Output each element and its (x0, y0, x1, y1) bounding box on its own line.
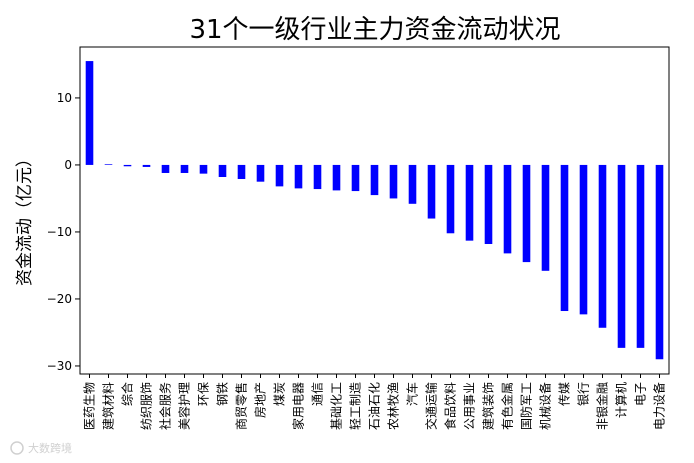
bar-传媒 (560, 164, 569, 312)
bar-煤炭 (275, 164, 284, 187)
watermark-text: 大数跨境 (28, 441, 72, 455)
bar-建筑材料 (104, 164, 113, 165)
y-tick-label: 0 (64, 158, 72, 172)
bar-银行 (579, 164, 588, 315)
bar-农林牧渔 (389, 164, 398, 199)
x-category-label: 环保 (197, 382, 211, 406)
chart-title: 31个一级行业主力资金流动状况 (189, 15, 560, 45)
bars-group (85, 61, 664, 360)
bar-计算机 (617, 164, 626, 348)
x-category-labels: 医药生物 建筑材料 综合 纺织服饰 社会服务 美容护理 环保 钢铁 商贸零售 房地产 煤炭 家用电器通… (83, 374, 667, 430)
x-category-label: 家用电器 (291, 382, 306, 430)
bar-基础化工 (332, 164, 341, 191)
bar-通信 (313, 164, 322, 190)
bar-机械设备 (541, 164, 550, 271)
bar-石油石化 (370, 164, 379, 196)
watermark-logo-icon (10, 441, 24, 455)
plot-frame (79, 46, 670, 375)
bar-纺织服饰 (142, 164, 151, 167)
bar-食品饮料 (446, 164, 455, 234)
x-category-label: 商贸零售 (234, 382, 249, 430)
x-category-label: 钢铁 (216, 382, 230, 406)
x-category-label: 通信 (311, 382, 325, 406)
x-category-label: 建筑材料 (101, 382, 116, 430)
bar-交通运输 (427, 164, 436, 219)
bar-环保 (199, 164, 208, 174)
bar-美容护理 (180, 164, 189, 173)
bar-电子 (636, 164, 645, 348)
x-category-label: 纺织服饰 (140, 382, 154, 430)
watermark: 大数跨境 (10, 441, 72, 455)
bar-轻工制造 (351, 164, 360, 192)
x-category-label: 银行 (577, 382, 591, 406)
x-category-label: 计算机 (614, 382, 629, 418)
x-category-label: 综合 (120, 382, 135, 406)
y-tick-label: 10 (57, 91, 72, 105)
bar-汽车 (408, 164, 417, 204)
x-category-label: 基础化工 (330, 382, 344, 430)
bar-家用电器 (294, 164, 303, 189)
x-category-label: 电力设备 (653, 382, 667, 430)
x-category-label: 轻工制造 (349, 382, 363, 430)
y-ticks-group: 10 0 −10 −20 −30 (47, 91, 80, 373)
bar-建筑装饰 (484, 164, 493, 245)
y-tick-label: −10 (47, 225, 72, 239)
x-category-label: 公用事业 (463, 382, 477, 430)
x-category-label: 电子 (634, 382, 648, 406)
x-category-label: 有色金属 (500, 382, 515, 430)
x-category-label: 煤炭 (273, 382, 287, 406)
x-category-label: 建筑装饰 (481, 382, 496, 430)
bar-综合 (123, 164, 132, 167)
bar-公用事业 (465, 164, 474, 241)
x-category-label: 国防军工 (519, 382, 534, 430)
x-category-label: 交通运输 (424, 382, 439, 430)
x-category-label: 传媒 (557, 382, 572, 406)
bar-商贸零售 (237, 164, 246, 180)
x-category-label: 汽车 (405, 382, 420, 406)
x-category-label: 房地产 (253, 382, 268, 418)
x-category-label: 食品饮料 (443, 382, 458, 430)
y-tick-label: −30 (47, 359, 72, 373)
x-category-label: 医药生物 (83, 382, 97, 430)
bar-有色金属 (503, 164, 512, 254)
bar-电力设备 (655, 164, 664, 360)
bar-国防军工 (522, 164, 531, 263)
y-tick-label: −20 (47, 292, 72, 306)
x-category-label: 农林牧渔 (387, 382, 401, 430)
y-axis-label: 资金流动（亿元） (15, 150, 35, 286)
bar-非银金融 (598, 164, 607, 328)
bar-钢铁 (218, 164, 227, 177)
x-category-label: 石油石化 (368, 382, 382, 430)
bar-社会服务 (161, 164, 170, 173)
bar-房地产 (256, 164, 265, 182)
x-category-label: 非银金融 (595, 382, 610, 430)
bar-医药生物 (85, 61, 94, 165)
x-category-label: 机械设备 (538, 382, 553, 430)
x-category-label: 社会服务 (158, 382, 173, 430)
x-category-label: 美容护理 (177, 382, 192, 430)
